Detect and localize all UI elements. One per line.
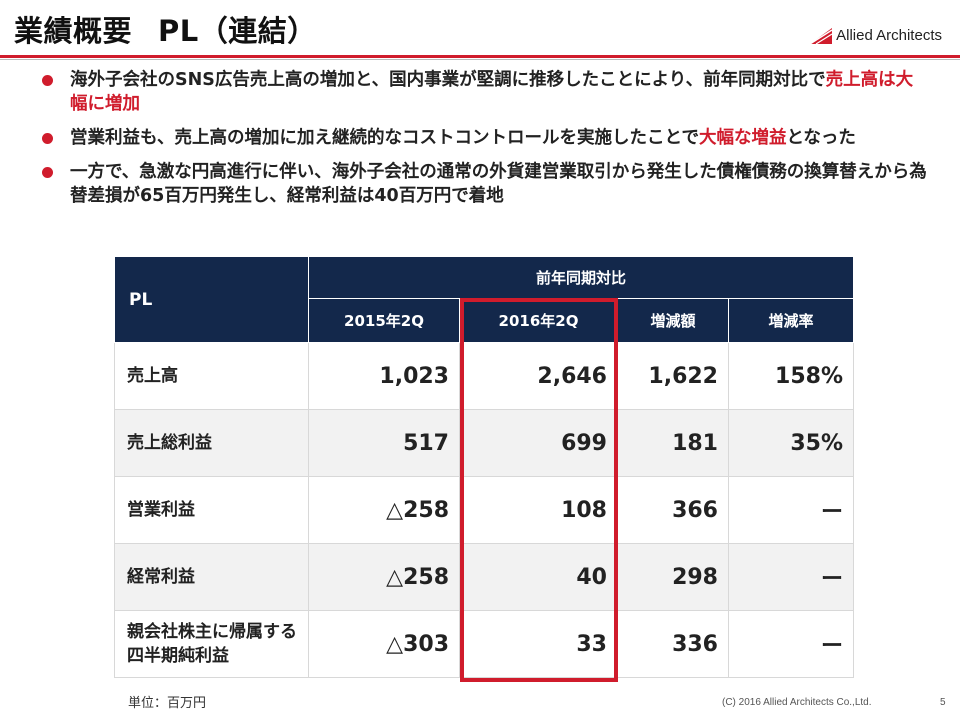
bullet-item: 営業利益も、売上高の増加に加え継続的なコストコントロールを実施したことで大幅な増… <box>38 126 928 150</box>
row-label: 経常利益 <box>114 543 309 611</box>
cell-value: 1,622 <box>617 342 729 410</box>
table-row: 経常利益 △258 40 298 ー <box>114 543 854 611</box>
cell-value: 158% <box>728 342 854 410</box>
column-header: 増減額 <box>617 298 729 343</box>
bullet-item: 一方で、急激な円高進行に伴い、海外子会社の通常の外貨建営業取引から発生した債権債… <box>38 160 928 208</box>
title-main: 業績概要 <box>14 14 133 48</box>
bullet-dot-icon <box>42 167 53 178</box>
cell-value: ー <box>728 543 854 611</box>
cell-value: 181 <box>617 409 729 477</box>
cell-value: △258 <box>308 543 460 611</box>
row-label: 売上総利益 <box>114 409 309 477</box>
unit-note: 単位：百万円 <box>128 696 207 711</box>
bullet-tail: となった <box>786 128 856 148</box>
cell-value: 699 <box>459 409 618 477</box>
cell-value: 108 <box>459 476 618 544</box>
bullet-text: 海外子会社のSNS広告売上高の増加と、国内事業が堅調に推移したことにより、前年同… <box>70 70 826 90</box>
row-label: 親会社株主に帰属する四半期純利益 <box>114 610 309 678</box>
row-label: 営業利益 <box>114 476 309 544</box>
cell-value: △303 <box>308 610 460 678</box>
table-row: 親会社株主に帰属する四半期純利益 △303 33 336 ー <box>114 610 854 678</box>
bullet-list: 海外子会社のSNS広告売上高の増加と、国内事業が堅調に推移したことにより、前年同… <box>38 68 928 218</box>
copyright-text: (C) 2016 Allied Architects Co.,Ltd. <box>722 697 872 708</box>
table-group-header: 前年同期対比 <box>308 256 854 299</box>
title-divider-thin <box>0 59 960 60</box>
bullet-text: 営業利益も、売上高の増加に加え継続的なコストコントロールを実施したことで <box>70 128 699 148</box>
cell-value: 298 <box>617 543 729 611</box>
table-row: 売上高 1,023 2,646 1,622 158% <box>114 342 854 410</box>
bullet-dot-icon <box>42 133 53 144</box>
cell-value: 366 <box>617 476 729 544</box>
logo-text: Allied Architects <box>836 27 942 44</box>
bullet-dot-icon <box>42 75 53 86</box>
page-number: 5 <box>940 697 946 708</box>
cell-value: 40 <box>459 543 618 611</box>
bullet-highlight: 大幅な増益 <box>698 128 787 148</box>
column-header: 2016年2Q <box>459 298 618 343</box>
bullet-item: 海外子会社のSNS広告売上高の増加と、国内事業が堅調に推移したことにより、前年同… <box>38 68 928 116</box>
cell-value: 336 <box>617 610 729 678</box>
column-header: 2015年2Q <box>308 298 460 343</box>
pl-table: PL 前年同期対比 2015年2Q 2016年2Q 増減額 増減率 売上高 1,… <box>114 256 854 678</box>
column-header: 増減率 <box>728 298 854 343</box>
logo-mark-icon <box>810 27 833 44</box>
bullet-text: 一方で、急激な円高進行に伴い、海外子会社の通常の外貨建営業取引から発生した債権債… <box>70 162 927 206</box>
table-row: 営業利益 △258 108 366 ー <box>114 476 854 544</box>
cell-value: 35% <box>728 409 854 477</box>
cell-value: 517 <box>308 409 460 477</box>
cell-value: △258 <box>308 476 460 544</box>
title-sub: PL（連結） <box>158 14 317 48</box>
table-corner-header: PL <box>114 256 309 343</box>
cell-value: ー <box>728 476 854 544</box>
company-logo: Allied Architects <box>810 27 942 44</box>
cell-value: 33 <box>459 610 618 678</box>
cell-value: 1,023 <box>308 342 460 410</box>
row-label: 売上高 <box>114 342 309 410</box>
cell-value: ー <box>728 610 854 678</box>
bullet-highlight: 売上高は大幅に増加 <box>70 70 914 114</box>
table-row: 売上総利益 517 699 181 35% <box>114 409 854 477</box>
title-divider <box>0 55 960 58</box>
cell-value: 2,646 <box>459 342 618 410</box>
slide-title: 業績概要 PL（連結） <box>14 8 317 50</box>
